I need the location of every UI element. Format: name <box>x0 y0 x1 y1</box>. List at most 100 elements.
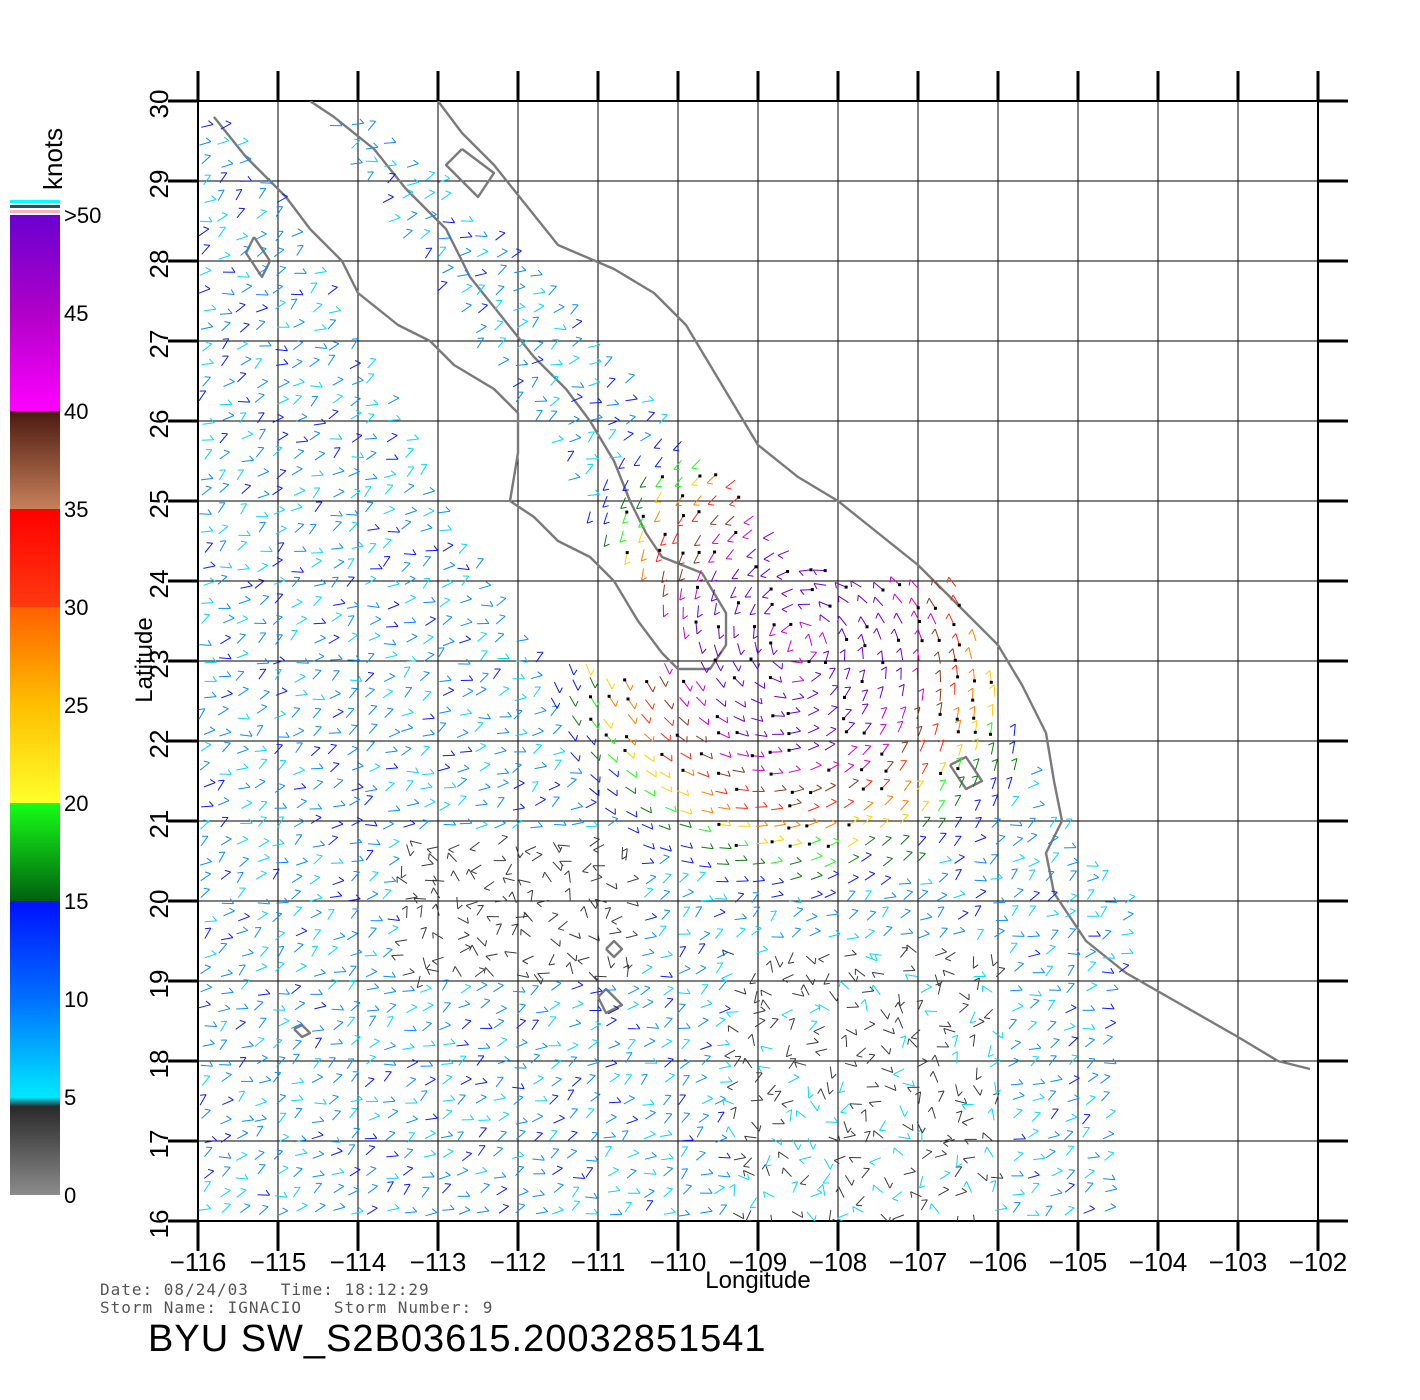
wind-barb <box>319 1170 325 1176</box>
wind-vector <box>940 762 947 774</box>
wind-vector <box>201 155 211 165</box>
wind-vector <box>293 907 303 917</box>
wind-vector <box>328 732 341 734</box>
wind-vector <box>204 542 213 553</box>
wind-vector <box>845 1034 848 1048</box>
wind-vector <box>533 974 542 985</box>
wind-barb <box>522 960 529 965</box>
wind-vector <box>715 677 725 688</box>
wind-vector <box>620 497 626 509</box>
wind-barb <box>985 670 991 675</box>
wind-vector <box>785 1044 790 1057</box>
wind-vector <box>1085 1096 1096 1106</box>
wind-vector <box>256 706 268 714</box>
wind-vector <box>476 984 488 992</box>
wind-vector <box>275 690 288 696</box>
wind-vector <box>386 625 399 628</box>
wind-barb <box>429 189 435 193</box>
wind-vector <box>623 1097 635 1105</box>
wind-vector <box>660 891 670 900</box>
wind-barb <box>284 857 289 863</box>
wind-barb <box>263 468 270 472</box>
wind-barb <box>480 1094 487 1098</box>
wind-barb <box>295 906 302 908</box>
wind-vector <box>385 767 398 770</box>
wind-barb <box>893 612 897 619</box>
wind-barb <box>244 483 251 487</box>
wind-vector <box>328 1096 339 1105</box>
rain-flag <box>789 622 793 626</box>
wind-vector <box>257 267 269 275</box>
wind-vector <box>646 681 654 693</box>
wind-vector <box>604 356 613 367</box>
wind-vector <box>329 693 341 700</box>
wind-vector <box>735 807 748 809</box>
wind-vector <box>351 1128 360 1139</box>
wind-vector <box>313 972 326 977</box>
lon-tick-label: −112 <box>490 1247 547 1277</box>
wind-vector <box>931 1106 936 1119</box>
wind-barb <box>404 1183 411 1186</box>
wind-barb <box>302 857 308 862</box>
wind-barb <box>847 1127 852 1133</box>
lat-tick-label: 29 <box>144 170 174 199</box>
wind-vector <box>296 618 308 625</box>
wind-barb <box>335 690 341 694</box>
wind-vector <box>585 1108 595 1119</box>
wind-vector <box>200 477 213 481</box>
wind-barb <box>956 743 963 747</box>
wind-vector <box>274 932 285 941</box>
wind-barb <box>639 486 647 488</box>
wind-barb <box>535 743 542 746</box>
wind-barb <box>575 700 579 707</box>
wind-barb <box>696 579 704 582</box>
wind-barb <box>907 1038 910 1045</box>
wind-vector <box>921 688 925 701</box>
wind-barb <box>414 434 419 440</box>
wind-barb <box>482 248 489 252</box>
wind-barb <box>562 819 567 826</box>
wind-vector <box>698 641 703 654</box>
wind-barb <box>411 506 417 512</box>
wind-barb <box>908 579 911 586</box>
wind-vector <box>422 691 432 701</box>
wind-barb <box>666 1187 673 1190</box>
wind-vector <box>313 1058 322 1069</box>
wind-barb <box>1053 1038 1060 1041</box>
wind-barb <box>651 1152 657 1157</box>
rain-flag <box>734 843 738 847</box>
wind-barb <box>818 632 823 638</box>
wind-vector <box>569 888 571 901</box>
wind-vector <box>311 474 324 477</box>
wind-vector <box>955 869 962 881</box>
wind-vector <box>788 1076 800 1084</box>
wind-vector <box>276 470 287 480</box>
wind-barb <box>505 873 512 875</box>
wind-vector <box>407 802 420 807</box>
wind-vector <box>1013 724 1016 737</box>
wind-barb <box>281 1004 286 1011</box>
wind-barb <box>699 1150 706 1154</box>
wind-barb <box>864 1130 871 1133</box>
wind-barb <box>1129 893 1136 897</box>
wind-barb <box>795 707 801 712</box>
wind-vector <box>943 1027 956 1033</box>
wind-vector <box>236 1132 249 1140</box>
wind-barb <box>854 1060 858 1067</box>
wind-barb <box>724 876 729 883</box>
wind-vector <box>696 696 706 707</box>
wind-vector <box>570 752 580 762</box>
wind-barb <box>316 302 323 305</box>
wind-barb <box>742 913 747 919</box>
wind-vector <box>568 357 580 365</box>
wind-vector <box>881 650 884 663</box>
wind-vector <box>312 1174 325 1178</box>
wind-vector <box>810 1100 818 1111</box>
wind-vector <box>291 1099 304 1102</box>
wind-barb <box>813 583 818 590</box>
wind-vector <box>331 577 339 588</box>
wind-vector <box>402 971 415 976</box>
wind-vector <box>900 932 913 935</box>
wind-barb <box>266 898 271 905</box>
wind-barb <box>611 984 617 991</box>
